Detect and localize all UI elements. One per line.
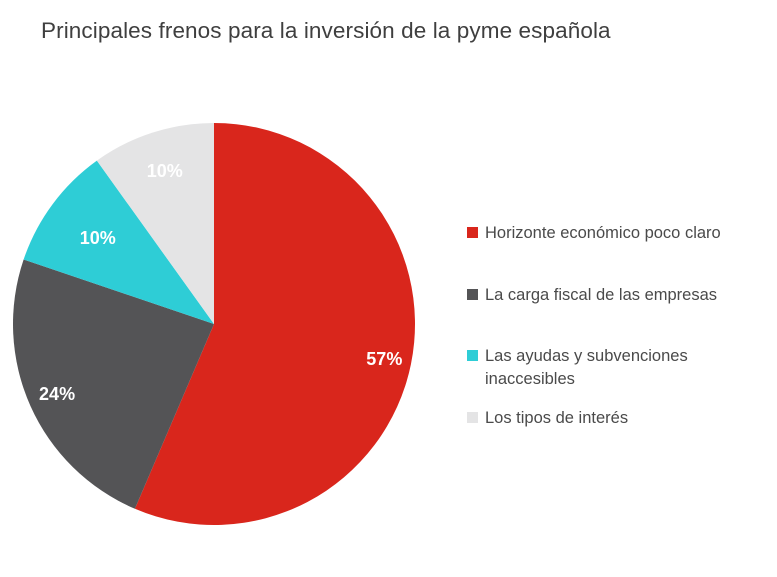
legend-label: Horizonte económico poco claro — [485, 224, 721, 242]
pie-slice — [12, 259, 214, 509]
data-label: 57% — [366, 349, 402, 369]
legend-item-horizonte: Horizonte económico poco claro — [467, 222, 745, 245]
legend-item-tipos-interes: Los tipos de interés — [467, 407, 745, 430]
data-label: 10% — [147, 161, 183, 181]
legend-swatch — [467, 412, 478, 423]
legend-label: Las ayudas y subvenciones inaccesibles — [485, 347, 688, 388]
data-label: 10% — [80, 228, 116, 248]
legend-item-ayudas: Las ayudas y subvenciones inaccesibles — [467, 345, 725, 391]
legend-item-carga-fiscal: La carga fiscal de las empresas — [467, 284, 745, 307]
legend-label: La carga fiscal de las empresas — [485, 286, 718, 304]
pie-slice — [23, 160, 215, 324]
chart-title: Principales frenos para la inversión de … — [41, 18, 611, 43]
data-label: 24% — [39, 384, 75, 404]
legend-label: Los tipos de interés — [485, 409, 629, 427]
pie-slice — [134, 123, 416, 525]
legend-swatch — [467, 227, 478, 238]
legend-swatch — [467, 350, 478, 361]
legend-swatch — [467, 289, 478, 300]
pie-slice — [96, 123, 214, 324]
